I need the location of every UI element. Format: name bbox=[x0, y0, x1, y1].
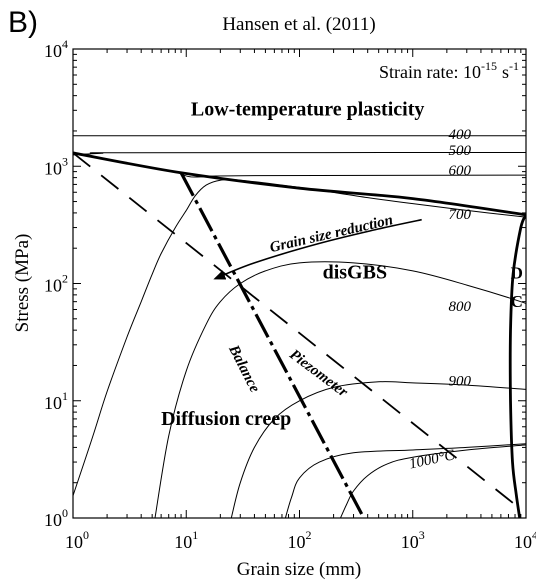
isotherm-line bbox=[284, 443, 526, 518]
isotherm-label: 600 bbox=[448, 163, 471, 179]
x-tick-label: 100 bbox=[65, 528, 89, 552]
y-tick-label: 104 bbox=[44, 37, 68, 61]
piezometer-line bbox=[73, 152, 516, 506]
y-tick-label: 103 bbox=[44, 154, 68, 178]
isotherm-label: 500 bbox=[448, 143, 471, 159]
isotherm-label: 800 bbox=[448, 299, 471, 315]
ltp-boundary-line bbox=[73, 151, 526, 217]
x-tick-label: 101 bbox=[174, 528, 198, 552]
grain-size-reduction-label: Grain size reduction bbox=[268, 212, 394, 256]
isotherm-line bbox=[178, 172, 526, 178]
y-tick-label: 101 bbox=[44, 389, 68, 413]
balance-label: Balance bbox=[225, 342, 263, 396]
region-label: Diffusion creep bbox=[161, 408, 291, 430]
axis-ticks: 100 101 102 103 104 100 101 102 103 104 bbox=[44, 37, 536, 552]
isotherm-line bbox=[230, 381, 526, 518]
isotherm-line bbox=[73, 152, 526, 156]
isotherm-line bbox=[340, 444, 526, 518]
region-label: C bbox=[511, 292, 523, 311]
isotherm-label: 1000°C bbox=[408, 447, 457, 472]
x-tick-label: 102 bbox=[288, 528, 312, 552]
y-tick-label: 100 bbox=[44, 506, 68, 530]
isotherm-label: 700 bbox=[448, 207, 471, 223]
region-label: D bbox=[511, 264, 523, 283]
isotherm-line bbox=[73, 178, 524, 496]
region-label: Low-temperature plasticity bbox=[191, 99, 424, 121]
panel-label: B) bbox=[8, 6, 38, 39]
x-axis-label: Grain size (mm) bbox=[237, 559, 362, 580]
y-tick-label: 102 bbox=[44, 272, 68, 296]
y-axis-label: Stress (MPa) bbox=[12, 234, 33, 333]
region-label: disGBS bbox=[323, 262, 387, 284]
isotherm-label: 900 bbox=[448, 374, 471, 390]
x-tick-label: 103 bbox=[401, 528, 425, 552]
grain-size-reduction-arrow bbox=[213, 218, 422, 280]
chart-curves bbox=[73, 135, 526, 518]
dc-boundary-line bbox=[508, 214, 526, 518]
isotherm-label: 400 bbox=[448, 127, 471, 143]
x-tick-label: 104 bbox=[514, 528, 536, 552]
strain-rate-label: Strain rate: 10-15 s-1 bbox=[379, 59, 519, 82]
isotherm-line bbox=[154, 261, 526, 518]
balance-line bbox=[179, 172, 366, 518]
chart-title: Hansen et al. (2011) bbox=[222, 14, 375, 35]
